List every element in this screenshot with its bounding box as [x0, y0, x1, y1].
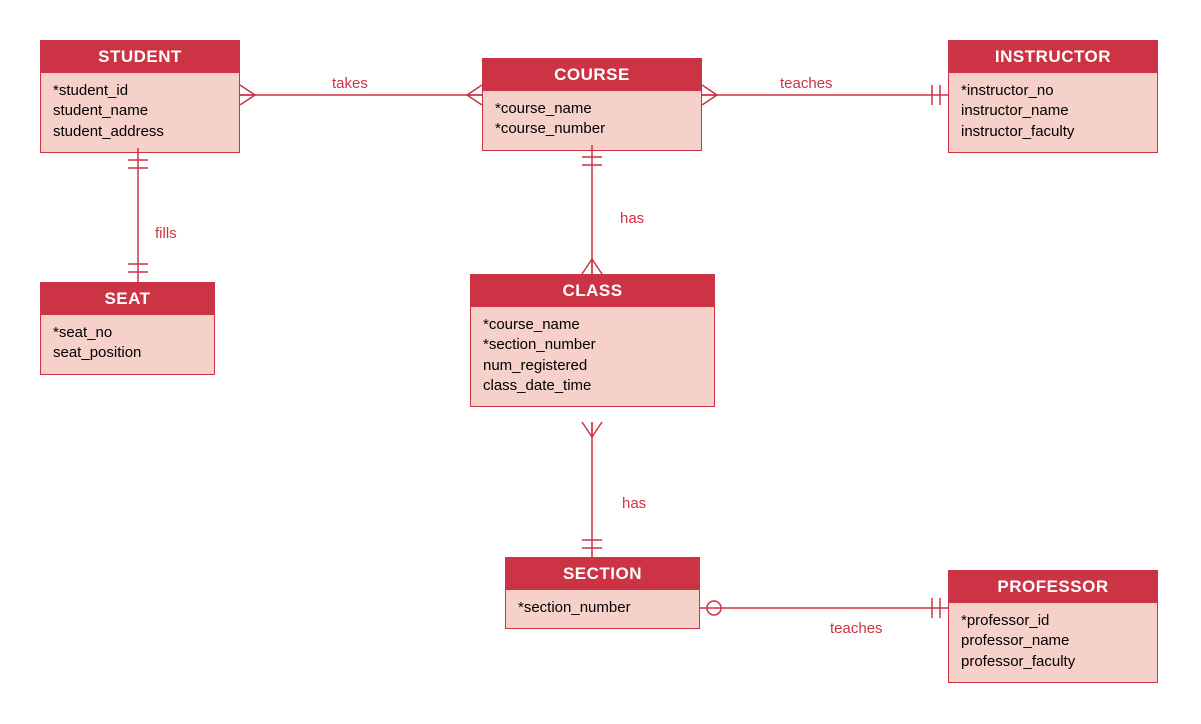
entity-professor-body: *professor_id professor_name professor_f… [949, 603, 1157, 682]
entity-seat-body: *seat_no seat_position [41, 315, 214, 374]
rel-label-teaches2: teaches [830, 620, 883, 637]
rel-label-teaches1: teaches [780, 75, 833, 92]
entity-student: STUDENT *student_id student_name student… [40, 40, 240, 153]
attr: *professor_id [961, 611, 1145, 631]
entity-course-body: *course_name *course_number [483, 91, 701, 150]
entity-professor: PROFESSOR *professor_id professor_name p… [948, 570, 1158, 683]
attr: professor_name [961, 631, 1145, 651]
attr: student_name [53, 101, 227, 121]
attr: professor_faculty [961, 652, 1145, 672]
entity-section-title: SECTION [506, 558, 699, 590]
attr: *section_number [483, 335, 702, 355]
attr: *course_number [495, 119, 689, 139]
rel-label-takes: takes [332, 75, 368, 92]
attr: student_address [53, 122, 227, 142]
attr: *seat_no [53, 323, 202, 343]
rel-label-fills: fills [155, 225, 177, 242]
entity-instructor-title: INSTRUCTOR [949, 41, 1157, 73]
attr: class_date_time [483, 376, 702, 396]
entity-student-body: *student_id student_name student_address [41, 73, 239, 152]
entity-class: CLASS *course_name *section_number num_r… [470, 274, 715, 407]
attr: *student_id [53, 81, 227, 101]
attr: instructor_faculty [961, 122, 1145, 142]
attr: seat_position [53, 343, 202, 363]
entity-instructor-body: *instructor_no instructor_name instructo… [949, 73, 1157, 152]
entity-class-title: CLASS [471, 275, 714, 307]
rel-label-has1: has [620, 210, 644, 227]
rel-label-has2: has [622, 495, 646, 512]
entity-section: SECTION *section_number [505, 557, 700, 629]
attr: instructor_name [961, 101, 1145, 121]
entity-professor-title: PROFESSOR [949, 571, 1157, 603]
entity-instructor: INSTRUCTOR *instructor_no instructor_nam… [948, 40, 1158, 153]
attr: *section_number [518, 598, 687, 618]
attr: *course_name [483, 315, 702, 335]
entity-class-body: *course_name *section_number num_registe… [471, 307, 714, 406]
entity-seat: SEAT *seat_no seat_position [40, 282, 215, 375]
entity-course-title: COURSE [483, 59, 701, 91]
entity-section-body: *section_number [506, 590, 699, 628]
attr: num_registered [483, 356, 702, 376]
attr: *instructor_no [961, 81, 1145, 101]
attr: *course_name [495, 99, 689, 119]
entity-seat-title: SEAT [41, 283, 214, 315]
entity-student-title: STUDENT [41, 41, 239, 73]
entity-course: COURSE *course_name *course_number [482, 58, 702, 151]
